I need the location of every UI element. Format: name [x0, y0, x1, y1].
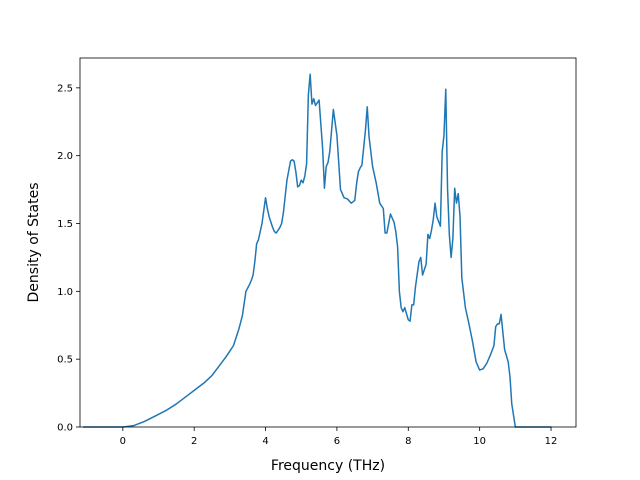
plot-area	[82, 73, 552, 428]
x-tick-label: 6	[334, 436, 340, 447]
axes-frame	[79, 57, 577, 428]
x-tick-label: 8	[405, 436, 411, 447]
y-tick-label: 2.0	[57, 151, 73, 162]
x-axis-title: Frequency (THz)	[271, 458, 385, 474]
dos-series-line	[82, 73, 552, 428]
y-tick-label: 0.0	[57, 423, 73, 434]
y-tick-label: 1.0	[57, 287, 73, 298]
x-tick-label: 10	[473, 436, 486, 447]
y-tick-label: 2.5	[57, 83, 73, 94]
x-tick-label: 0	[120, 436, 126, 447]
x-tick-label: 12	[545, 436, 558, 447]
y-axis: 0.0 0.5 1.0 1.5 2.0 2.5	[57, 83, 80, 434]
y-tick-label: 0.5	[57, 355, 73, 366]
x-axis: 0 2 4 6 8 10 12	[120, 427, 558, 447]
y-axis-title: Density of States	[26, 183, 42, 303]
x-tick-label: 2	[191, 436, 197, 447]
y-tick-label: 1.5	[57, 219, 73, 230]
x-tick-label: 4	[262, 436, 268, 447]
